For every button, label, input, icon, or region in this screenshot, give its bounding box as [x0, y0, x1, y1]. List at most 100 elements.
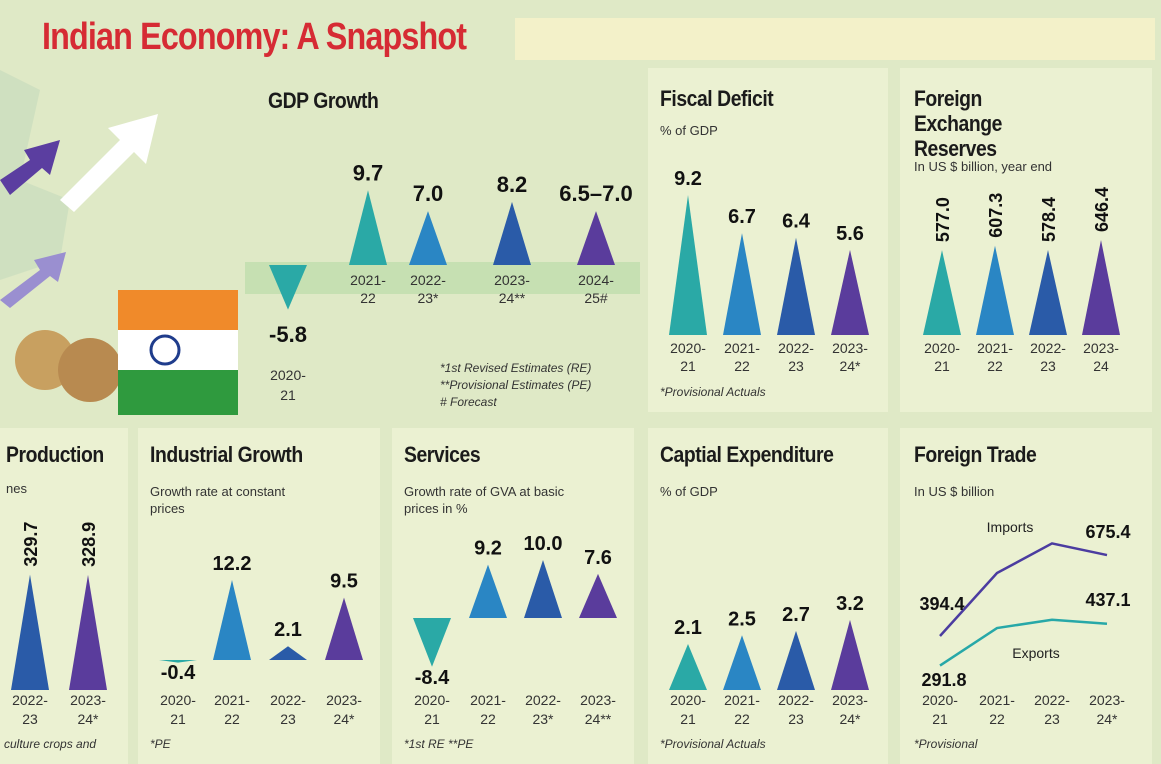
- chart-subtitle: In US $ billion: [914, 484, 995, 499]
- panel: [900, 428, 1152, 764]
- line: [939, 618, 1108, 667]
- triangle-bar: [976, 245, 1014, 335]
- value-label: 2.5: [728, 608, 756, 630]
- main-title: Indian Economy: A Snapshot: [42, 16, 467, 58]
- category-label: 22: [734, 711, 750, 727]
- footnote: *1st RE **PE: [404, 737, 474, 751]
- category-label: 2022-: [525, 692, 561, 708]
- flag-stripe: [118, 370, 238, 415]
- triangle-bar: [831, 619, 869, 690]
- category-label: 23: [788, 711, 804, 727]
- category-label: 2021-: [214, 692, 250, 708]
- value-label: 6.4: [782, 211, 811, 233]
- category-label: 23: [1044, 711, 1060, 727]
- triangle-bar: [159, 660, 197, 663]
- triangle-bar: [669, 644, 707, 690]
- value-label: -0.4: [161, 662, 196, 684]
- category-label: 2022-: [410, 272, 446, 288]
- category-label: 22: [987, 358, 1003, 374]
- category-label: 2021-: [724, 692, 760, 708]
- footnote: *Provisional Actuals: [660, 385, 766, 399]
- arrow: [0, 252, 66, 308]
- triangle-bar: [325, 597, 363, 660]
- category-label: 2021-: [724, 340, 760, 356]
- category-label: 24*: [839, 711, 861, 727]
- footnote: # Forecast: [440, 395, 497, 409]
- category-label: 2023-: [832, 340, 868, 356]
- value-label: 9.2: [674, 168, 702, 190]
- category-label: 2024-: [578, 272, 614, 288]
- category-label: 21: [680, 711, 696, 727]
- value-label: 577.0: [933, 197, 953, 242]
- footnote: **Provisional Estimates (PE): [440, 378, 591, 392]
- chart-subtitle: Growth rate of GVA at basic prices in %: [404, 484, 565, 516]
- category-label: 22: [734, 358, 750, 374]
- triangle-bar: [213, 579, 251, 660]
- triangle-bar: [923, 250, 961, 335]
- value-label: 6.5–7.0: [559, 181, 632, 206]
- category-label: 2023-: [1083, 340, 1119, 356]
- category-label: 2020-: [160, 692, 196, 708]
- chart-title: Production: [6, 442, 104, 467]
- category-label: 2023-: [580, 692, 616, 708]
- line: [939, 542, 1108, 637]
- panel: [900, 68, 1152, 412]
- category-label: 24*: [1096, 711, 1118, 727]
- category-label: 2022-: [778, 340, 814, 356]
- flag-stripe: [118, 290, 238, 330]
- value-label: -5.8: [269, 322, 307, 347]
- category-label: 2020-: [670, 692, 706, 708]
- category-label: 24*: [333, 711, 355, 727]
- category-label: 23: [280, 711, 296, 727]
- triangle-bar: [69, 574, 107, 690]
- value-label: 5.6: [836, 223, 864, 245]
- footnote: culture crops and: [4, 737, 96, 751]
- chart-title: Industrial Growth: [150, 442, 303, 467]
- chart-title: Services: [404, 442, 481, 467]
- value-label: 646.4: [1092, 187, 1112, 232]
- value-label: 3.2: [836, 593, 864, 615]
- triangle-bar: [669, 195, 707, 335]
- category-label: 24: [1093, 358, 1109, 374]
- category-label: 23: [788, 358, 804, 374]
- triangle-bar: [831, 249, 869, 335]
- triangle-bar: [1082, 239, 1120, 335]
- value-label: 291.8: [921, 670, 966, 690]
- category-label: 23*: [417, 290, 439, 306]
- legend-label: Exports: [1012, 645, 1059, 661]
- category-label: 2021-: [977, 340, 1013, 356]
- footnote: *1st Revised Estimates (RE): [440, 361, 591, 375]
- value-label: 9.5: [330, 571, 358, 593]
- value-label: 7.6: [584, 547, 612, 569]
- triangle-bar: [579, 573, 617, 618]
- category-label: 2020-: [670, 340, 706, 356]
- triangle-bar: [493, 201, 531, 265]
- triangle-bar: [11, 574, 49, 690]
- category-label: 21: [932, 711, 948, 727]
- category-label: 2020-: [414, 692, 450, 708]
- gdp-strip: [245, 262, 640, 294]
- chart-title: Foreign Trade: [914, 442, 1037, 467]
- category-label: 22: [224, 711, 240, 727]
- value-label: 437.1: [1085, 590, 1130, 610]
- value-label: 6.7: [728, 206, 756, 228]
- triangle-bar: [524, 560, 562, 618]
- triangle-bar: [269, 646, 307, 660]
- value-label: 7.0: [413, 181, 444, 206]
- map: [0, 70, 70, 280]
- category-label: 2023-: [494, 272, 530, 288]
- value-label: 9.2: [474, 538, 502, 560]
- value-label: 675.4: [1085, 522, 1130, 542]
- category-label: 2020-: [924, 340, 960, 356]
- category-label: 24*: [77, 711, 99, 727]
- footnote: *PE: [150, 737, 172, 751]
- footnote: *Provisional Actuals: [660, 737, 766, 751]
- category-label: 24**: [499, 290, 526, 306]
- chakra: [149, 334, 181, 366]
- legend-label: Imports: [987, 519, 1034, 535]
- category-label: 2021-: [350, 272, 386, 288]
- value-label: 10.0: [524, 533, 563, 555]
- category-label: 21: [280, 387, 296, 403]
- value-label: 2.1: [674, 617, 702, 639]
- category-label: 24*: [839, 358, 861, 374]
